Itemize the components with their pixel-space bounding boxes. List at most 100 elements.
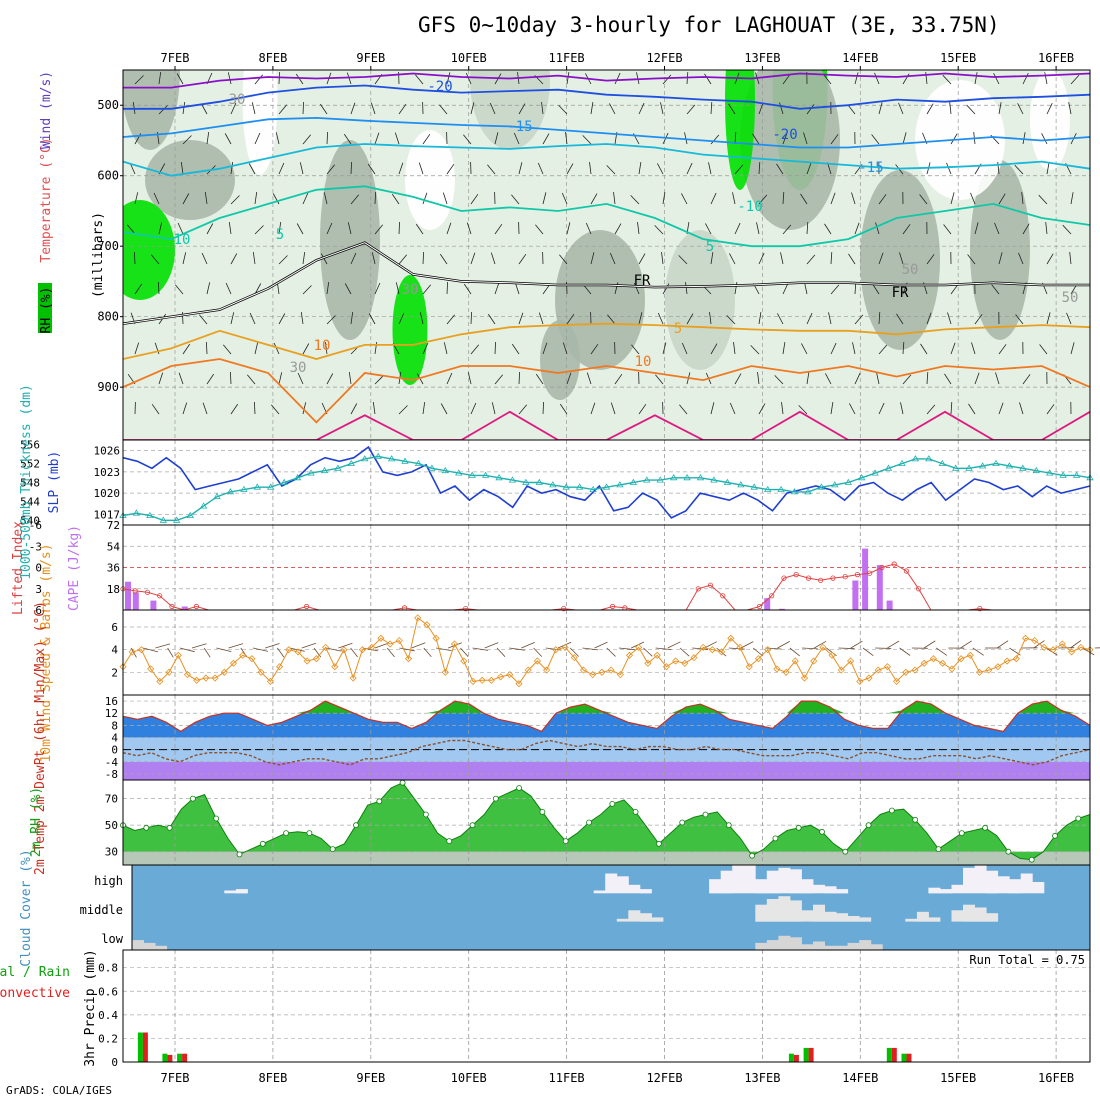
cape-axis-label: CAPE (J/kg)	[67, 525, 82, 611]
cloud-cell	[813, 941, 825, 950]
wind-barb	[518, 312, 524, 325]
wind-barb	[326, 647, 342, 652]
wind-barb	[463, 283, 472, 295]
top-date-axis: 7FEB 8FEB 9FEB 10FEB 11FEB 12FEB 13FEB 14FEB 15F…	[161, 51, 1074, 71]
precip-panel: 0.8 0.6 0.4 0.2 0 Run Total = 0.75 3hr Precip …	[0, 949, 1091, 1069]
rh-point	[189, 795, 196, 802]
wind-speed-point	[137, 646, 145, 654]
wind-barb	[1038, 194, 1048, 205]
wind-speed-point	[423, 621, 431, 629]
wind-speed-point	[478, 676, 486, 684]
cloud-cell	[778, 896, 791, 922]
wind-barb	[878, 102, 883, 115]
wind-barb	[158, 372, 164, 385]
wind-barb	[230, 102, 237, 115]
wind-speed-point	[450, 640, 459, 648]
cloud-cell	[986, 913, 999, 922]
wind-speed-point	[625, 651, 634, 659]
wind-barb	[422, 284, 432, 295]
wind-barb	[685, 282, 688, 295]
rh-point	[912, 816, 919, 823]
wind-barb	[470, 344, 480, 355]
wind-barb	[134, 251, 136, 265]
rh-point	[376, 798, 383, 805]
wind-barb	[590, 402, 596, 415]
wind-barb	[686, 162, 693, 175]
wind-barb	[374, 191, 376, 205]
wind-barb	[590, 102, 594, 115]
thickness-point	[334, 464, 342, 471]
cloud-cell	[766, 870, 779, 894]
contour-label: -15	[858, 160, 883, 176]
wind-barb	[974, 72, 978, 85]
wind-speed-point	[1068, 648, 1076, 656]
wind-barb	[874, 72, 880, 85]
lifted-index-point	[867, 570, 873, 576]
wind-barb	[302, 402, 307, 415]
wind-speed-point	[607, 666, 615, 674]
wind-barb	[657, 312, 664, 325]
wind-barb	[850, 640, 863, 649]
wind-barb	[216, 647, 232, 652]
wind-barb	[535, 373, 544, 385]
wind-barb	[370, 102, 376, 115]
wind-barb	[1046, 162, 1050, 175]
contour-label: 30	[229, 92, 246, 108]
wind-barb	[374, 224, 384, 235]
rh-point	[492, 795, 499, 802]
wind-barb	[902, 224, 911, 235]
wind-barb	[521, 642, 535, 649]
rh-shade	[405, 130, 455, 230]
wind-barb	[854, 314, 864, 325]
contour-label: FR	[634, 273, 651, 289]
wind-barb	[878, 344, 888, 355]
wind-barb	[902, 374, 912, 385]
wind-speed-point	[791, 657, 799, 665]
rh-base	[123, 851, 1090, 865]
wind-barb	[686, 313, 694, 325]
cloud-cell	[235, 889, 248, 894]
lifted-index-point	[879, 564, 885, 571]
wind-tick-label: 4	[111, 644, 118, 657]
isotherm-line	[123, 143, 1090, 177]
wind-barb	[657, 163, 664, 175]
wind-speed-point	[856, 677, 864, 685]
wind-barb	[710, 343, 718, 355]
wind-barb	[398, 162, 404, 175]
wind-speed-point	[211, 674, 219, 682]
wind-barb	[176, 73, 184, 85]
cloud-row-label: middle	[80, 903, 123, 917]
thickness-point	[481, 471, 490, 478]
wind-barb	[198, 314, 208, 325]
cape-bar	[181, 606, 188, 610]
cloud-cell	[963, 867, 975, 894]
wind-barb	[638, 403, 647, 415]
wind-speed-point	[1031, 637, 1039, 645]
contour-label: 10	[314, 338, 331, 354]
wind-speed-point	[312, 655, 320, 663]
isotherm-line	[123, 72, 1090, 89]
wind-barb	[968, 403, 976, 415]
wind-barb	[182, 343, 191, 355]
chart-title: GFS 0~10day 3-hourly for LAGHOUAT (3E, 3…	[418, 13, 1000, 37]
wind-speed-point	[828, 651, 836, 659]
rh-point	[935, 846, 942, 852]
temp-tick-label: 12	[105, 707, 118, 720]
thickness-point	[1019, 464, 1027, 471]
warm-area	[123, 701, 1090, 714]
rh-point	[353, 822, 359, 829]
wind-speed-point	[745, 663, 753, 671]
wind-barb	[838, 647, 855, 650]
lifted-index-point	[695, 586, 701, 592]
wind-barb	[710, 402, 715, 415]
wind-barb	[446, 72, 451, 85]
legend-convective: Convective	[0, 986, 70, 1001]
wind-speed-point	[966, 651, 974, 659]
wind-barb	[947, 312, 952, 325]
rh-shade	[540, 320, 580, 400]
thickness-tick-label: 552	[20, 458, 40, 471]
lifted-index-point	[561, 605, 567, 612]
rh-point	[283, 830, 290, 836]
thickness-point	[240, 485, 248, 492]
wind-barb	[249, 312, 256, 325]
